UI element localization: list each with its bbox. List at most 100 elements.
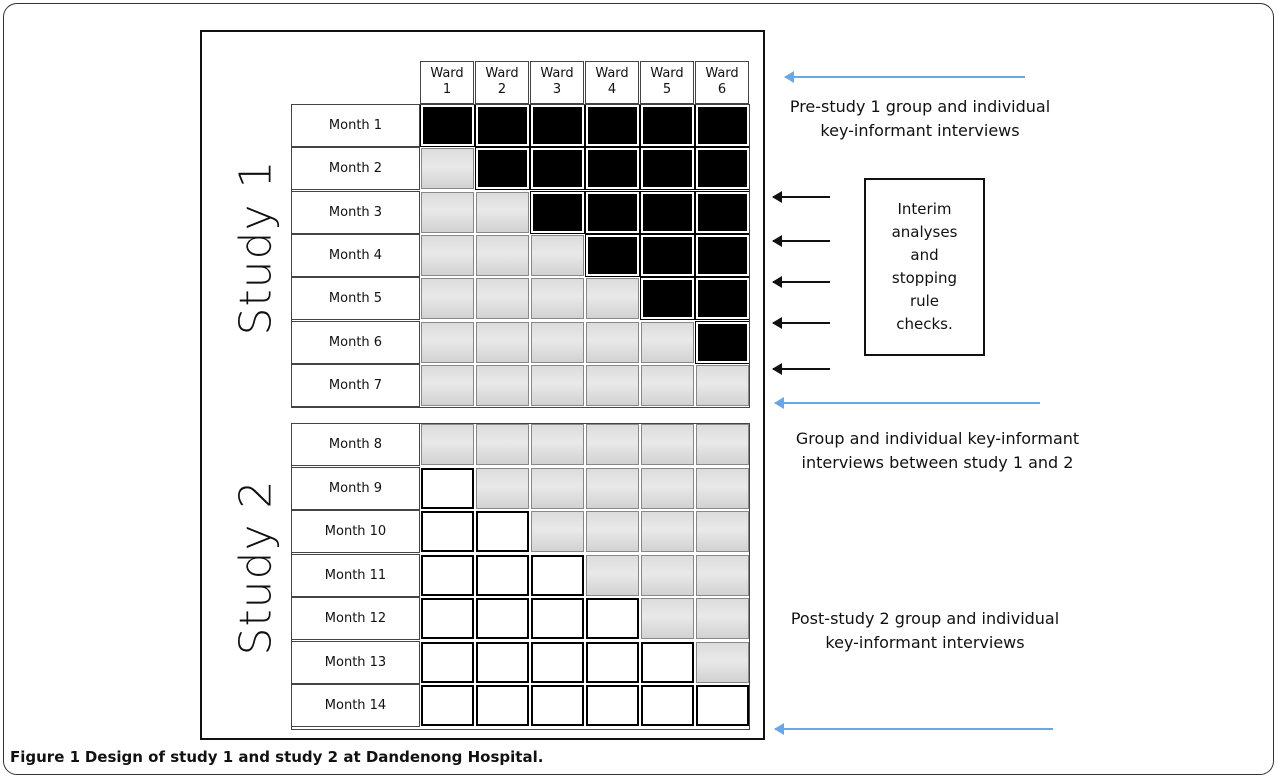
grid-cell: [476, 555, 529, 596]
grid-cell: [421, 555, 474, 596]
grid-cell: [421, 424, 474, 465]
interim-line2: analyses: [891, 223, 958, 241]
post-study-note-line2: key-informant interviews: [825, 633, 1025, 652]
diagram-box: [200, 30, 765, 740]
grid-cell: [476, 365, 529, 406]
grid-cell: [421, 642, 474, 683]
pre-study-note: Pre-study 1 group and individual key-inf…: [770, 95, 1070, 143]
grid-cell: [531, 235, 584, 276]
grid-cell: [531, 365, 584, 406]
interim-box: Interim analyses and stopping rule check…: [864, 178, 985, 356]
grid-cell: [531, 511, 584, 552]
interim-arrow-3: [772, 276, 830, 288]
caption-label: Figure 1: [10, 748, 81, 766]
grid-cell: [695, 234, 750, 277]
between-studies-note: Group and individual key-informant inter…: [775, 427, 1100, 475]
grid-cell: [586, 424, 639, 465]
grid-cell: [641, 511, 694, 552]
ward-header-line1: Ward: [650, 66, 684, 81]
ward-header-line2: 6: [717, 82, 727, 97]
grid-cell: [696, 365, 749, 406]
grid-cell: [476, 511, 529, 552]
grid-cell: [586, 322, 639, 363]
grid-cell: [696, 685, 749, 726]
post-study-note: Post-study 2 group and individual key-in…: [770, 607, 1080, 655]
grid-cell: [476, 642, 529, 683]
grid-cell: [586, 642, 639, 683]
grid-cell: [476, 192, 529, 233]
month-label: Month 6: [291, 321, 420, 364]
grid-cell: [640, 191, 695, 234]
month-label: Month 8: [291, 423, 420, 466]
grid-cell: [696, 468, 749, 509]
grid-cell: [640, 104, 695, 147]
ward-header-line1: Ward: [540, 66, 574, 81]
grid-cell: [585, 234, 640, 277]
between-note-line1: Group and individual key-informant: [795, 429, 1080, 448]
ward-header-line1: Ward: [595, 66, 629, 81]
month-label: Month 14: [291, 684, 420, 727]
grid-cell: [476, 598, 529, 639]
month-label: Month 3: [291, 191, 420, 234]
grid-cell: [530, 104, 585, 147]
grid-cell: [586, 278, 639, 319]
ward-header-1: Ward 1: [420, 61, 474, 104]
month-label: Month 1: [291, 104, 420, 147]
between-studies-arrow: [774, 397, 1040, 409]
grid-cell: [695, 104, 750, 147]
grid-cell: [531, 555, 584, 596]
interim-line1: Interim: [897, 200, 952, 218]
interim-line3: and: [910, 246, 939, 264]
month-label: Month 7: [291, 364, 420, 407]
grid-cell: [586, 555, 639, 596]
grid-cell: [476, 278, 529, 319]
grid-cell: [476, 322, 529, 363]
month-label: Month 9: [291, 467, 420, 510]
month-label: Month 12: [291, 597, 420, 640]
between-note-line2: interviews between study 1 and 2: [801, 453, 1074, 472]
ward-header-6: Ward 6: [695, 61, 749, 104]
grid-cell: [586, 685, 639, 726]
interim-arrow-2: [772, 235, 830, 247]
grid-cell: [531, 642, 584, 683]
grid-cell: [530, 191, 585, 234]
interim-line6: checks.: [896, 315, 953, 333]
ward-header-line2: 3: [552, 82, 562, 97]
pre-study-note-line1: Pre-study 1 group and individual: [789, 97, 1051, 116]
month-label: Month 4: [291, 234, 420, 277]
ward-header-4: Ward 4: [585, 61, 639, 104]
ward-header-2: Ward 2: [475, 61, 529, 104]
figure-caption: Figure 1 Design of study 1 and study 2 a…: [10, 748, 543, 766]
ward-header-line1: Ward: [430, 66, 464, 81]
grid-cell: [585, 191, 640, 234]
month-label: Month 10: [291, 510, 420, 553]
grid-cell: [695, 321, 750, 364]
grid-cell: [421, 468, 474, 509]
grid-cell: [421, 235, 474, 276]
grid-cell: [586, 468, 639, 509]
grid-cell: [421, 598, 474, 639]
grid-cell: [531, 322, 584, 363]
grid-cell: [641, 424, 694, 465]
interim-arrow-5: [772, 363, 830, 375]
grid-cell: [586, 365, 639, 406]
grid-cell: [641, 555, 694, 596]
ward-header-line1: Ward: [485, 66, 519, 81]
grid-cell: [585, 147, 640, 190]
ward-header-5: Ward 5: [640, 61, 694, 104]
grid-cell: [531, 468, 584, 509]
grid-cell: [475, 104, 530, 147]
grid-cell: [421, 192, 474, 233]
grid-cell: [585, 104, 640, 147]
grid-cell: [696, 642, 749, 683]
caption-text: Design of study 1 and study 2 at Dandeno…: [84, 748, 544, 766]
month-label: Month 2: [291, 147, 420, 190]
ward-header-line2: 1: [442, 82, 452, 97]
grid-cell: [476, 235, 529, 276]
interim-line4: stopping: [891, 269, 958, 287]
grid-cell: [586, 598, 639, 639]
grid-cell: [696, 511, 749, 552]
grid-cell: [696, 555, 749, 596]
grid-cell: [641, 598, 694, 639]
month-label: Month 5: [291, 277, 420, 320]
